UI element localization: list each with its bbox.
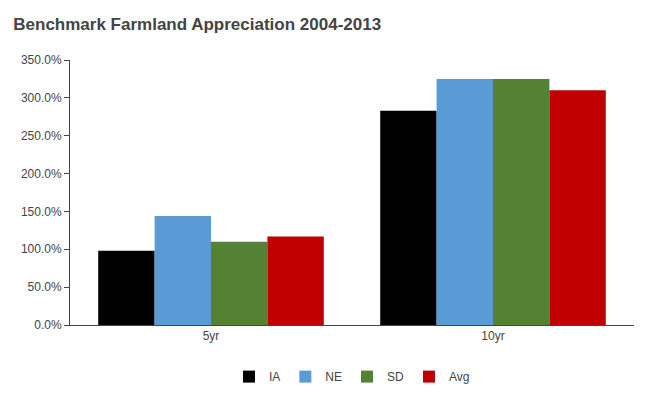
svg-text:Benchmark Farmland Appreciatio: Benchmark Farmland Appreciation 2004-201… bbox=[13, 15, 381, 34]
svg-text:0.0%: 0.0% bbox=[34, 318, 62, 332]
svg-text:50.0%: 50.0% bbox=[28, 280, 62, 294]
svg-text:300.0%: 300.0% bbox=[21, 91, 62, 105]
svg-text:250.0%: 250.0% bbox=[21, 129, 62, 143]
svg-text:200.0%: 200.0% bbox=[21, 167, 62, 181]
svg-text:Avg: Avg bbox=[449, 370, 469, 384]
svg-text:100.0%: 100.0% bbox=[21, 242, 62, 256]
svg-text:350.0%: 350.0% bbox=[21, 53, 62, 67]
svg-text:IA: IA bbox=[269, 370, 280, 384]
svg-text:10yr: 10yr bbox=[481, 329, 504, 343]
svg-text:150.0%: 150.0% bbox=[21, 205, 62, 219]
svg-text:5yr: 5yr bbox=[203, 329, 220, 343]
svg-text:NE: NE bbox=[325, 370, 342, 384]
svg-text:SD: SD bbox=[387, 370, 404, 384]
